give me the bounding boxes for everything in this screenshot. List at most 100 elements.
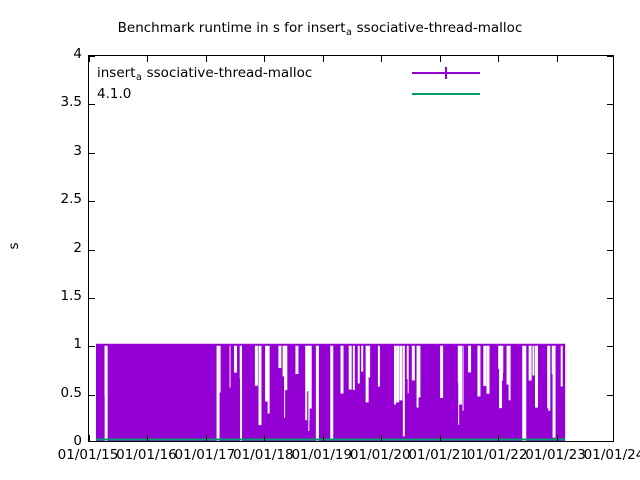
legend-swatch-series-2 — [412, 93, 480, 95]
series-gap — [348, 343, 352, 390]
series-gap — [486, 343, 490, 394]
y-tick-mark — [89, 250, 95, 251]
series-gap — [315, 343, 319, 441]
y-tick-label: 2.5 — [60, 191, 82, 208]
series-gap — [500, 343, 503, 381]
series-gap — [483, 343, 487, 387]
y-tick-label: 1.5 — [60, 287, 82, 304]
series-gap — [458, 343, 460, 425]
series-gap — [507, 343, 511, 383]
y-tick-mark — [607, 395, 613, 396]
series-gap — [340, 343, 344, 394]
legend-swatch-series-1 — [412, 67, 480, 79]
series-gap — [367, 343, 371, 378]
series-gap — [239, 343, 242, 379]
series-gap — [308, 343, 312, 409]
series-gap — [468, 343, 472, 373]
y-tick-mark — [89, 298, 95, 299]
series-gap — [265, 343, 269, 402]
y-tick-label: 4 — [73, 46, 82, 62]
x-axis-tick-labels: 01/01/15 01/01/16 01/01/17 01/01/18 01/01/19… — [0, 448, 640, 468]
chart-title-suffix: ssociative-thread-malloc — [352, 20, 523, 36]
series-gap — [278, 343, 282, 369]
series-gap — [305, 343, 309, 392]
x-tick-label: 01/01/19 — [291, 447, 353, 463]
series-gap — [229, 343, 231, 388]
series-gap — [416, 343, 419, 408]
y-tick-mark — [607, 153, 613, 154]
y-tick-label: 3.5 — [60, 94, 82, 111]
x-tick-label: 01/01/15 — [57, 447, 119, 463]
x-tick-mark — [381, 435, 382, 441]
x-tick-label: 01/01/23 — [525, 447, 586, 463]
series-gap — [377, 343, 380, 387]
y-tick-mark — [89, 56, 95, 57]
y-tick-mark — [89, 104, 95, 105]
y-tick-mark — [607, 250, 613, 251]
y-tick-label: 0 — [73, 433, 82, 449]
series-gap — [234, 343, 238, 373]
y-tick-label: 3 — [73, 142, 82, 159]
series-gap — [365, 343, 369, 403]
series-gap — [528, 343, 532, 381]
x-tick-mark — [147, 435, 148, 441]
x-tick-mark — [147, 56, 148, 62]
x-tick-mark — [89, 56, 90, 62]
legend-label-suffix-1: ssociative-thread-malloc — [142, 65, 313, 81]
series-gap — [406, 343, 408, 380]
x-tick-mark — [206, 56, 207, 62]
y-tick-mark — [607, 56, 613, 57]
series-gap — [548, 343, 551, 411]
x-tick-label: 01/01/24 — [583, 447, 640, 463]
legend-label-subscript-2 — [131, 93, 132, 104]
x-tick-mark — [89, 435, 90, 441]
series-insert-associative-thread-malloc — [95, 343, 566, 441]
x-tick-mark — [381, 56, 382, 62]
series-gap — [308, 343, 310, 431]
series-gap — [295, 343, 299, 374]
series-gap — [407, 343, 409, 394]
legend-label-prefix-2: 4.1.0 — [97, 86, 132, 102]
series-gap — [216, 343, 220, 441]
series-gap — [282, 343, 285, 377]
series-gap — [399, 343, 403, 401]
x-tick-label: 01/01/21 — [408, 447, 469, 463]
x-tick-mark — [557, 435, 558, 441]
y-tick-label: 0.5 — [60, 384, 82, 401]
series-gap — [462, 343, 464, 411]
y-tick-mark — [89, 395, 95, 396]
series-cap-line — [95, 343, 566, 346]
series-gap — [394, 343, 397, 405]
y-axis-label: s — [6, 242, 22, 250]
series-gap — [254, 343, 258, 386]
series-gap — [560, 343, 563, 387]
y-axis-tick-labels: 0 0.5 1 1.5 2 2.5 3 3.5 4 — [32, 0, 82, 480]
y-tick-mark — [607, 298, 613, 299]
series-gap — [267, 343, 270, 414]
series-gap — [240, 343, 243, 441]
y-tick-label: 1 — [73, 336, 82, 353]
baseline-line — [95, 438, 566, 441]
series-gap — [396, 343, 400, 403]
series-gap — [361, 343, 364, 372]
series-gap — [357, 343, 360, 384]
chart-title-prefix: Benchmark runtime in s for insert — [117, 20, 346, 36]
x-tick-mark — [206, 435, 207, 441]
legend-label-prefix-1: insert — [97, 65, 136, 81]
series-gap — [402, 343, 405, 437]
y-tick-label: 2 — [73, 239, 82, 256]
x-tick-mark — [323, 56, 324, 62]
x-tick-mark — [440, 56, 441, 62]
y-tick-mark — [89, 153, 95, 154]
legend-label-series-1: inserta ssociative-thread-malloc — [97, 64, 312, 84]
plot-area: inserta ssociative-thread-malloc 4.1.0 — [88, 55, 614, 442]
series-gap — [352, 343, 355, 390]
y-tick-mark — [89, 201, 95, 202]
series-4-1-0 — [95, 438, 566, 441]
x-tick-label: 01/01/18 — [233, 447, 294, 463]
x-tick-mark — [498, 56, 499, 62]
legend-label-series-2: 4.1.0 — [97, 85, 132, 105]
y-tick-mark — [607, 346, 613, 347]
x-tick-mark — [498, 435, 499, 441]
